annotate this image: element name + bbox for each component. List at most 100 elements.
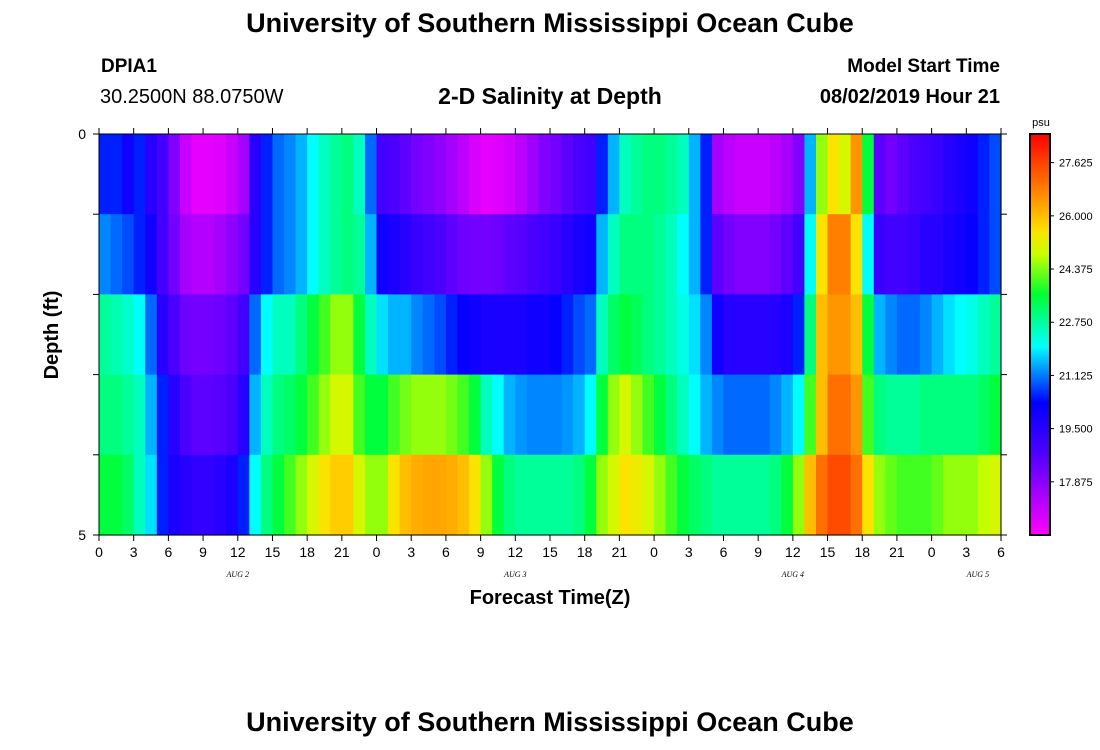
heatmap-cell bbox=[364, 134, 378, 215]
heatmap-cell bbox=[411, 454, 424, 536]
heatmap-cell bbox=[179, 374, 193, 456]
heatmap-cell bbox=[619, 214, 632, 295]
colorbar-label: 27.625 bbox=[1059, 158, 1093, 170]
heatmap-cell bbox=[873, 134, 886, 215]
heatmap-cell bbox=[318, 134, 331, 215]
heatmap-cell bbox=[457, 214, 470, 295]
colorbar-label: 24.375 bbox=[1059, 264, 1093, 276]
heatmap-cell bbox=[237, 374, 250, 456]
model-start-label: Model Start Time bbox=[847, 56, 1000, 77]
heatmap-cell bbox=[480, 374, 493, 456]
x-tick-label: 3 bbox=[407, 544, 415, 560]
heatmap-cell bbox=[330, 134, 343, 215]
heatmap-cell bbox=[781, 134, 794, 215]
heatmap-cell bbox=[896, 374, 910, 456]
heatmap-cell bbox=[469, 294, 482, 376]
heatmap-cell bbox=[295, 134, 308, 215]
heatmap-cell bbox=[746, 134, 759, 215]
heatmap-cell bbox=[735, 214, 748, 295]
heatmap-cell bbox=[908, 214, 921, 295]
heatmap-cell bbox=[469, 454, 482, 536]
heatmap-cell bbox=[388, 294, 401, 376]
heatmap-cell bbox=[214, 134, 227, 215]
heatmap-cell bbox=[110, 454, 123, 536]
heatmap-cell bbox=[654, 214, 667, 295]
heatmap-cell bbox=[307, 294, 320, 376]
heatmap-cell bbox=[920, 294, 933, 376]
heatmap-cell bbox=[260, 214, 274, 295]
heatmap-cell bbox=[353, 294, 366, 376]
heatmap-cell bbox=[839, 214, 852, 295]
heatmap-cell bbox=[168, 214, 181, 295]
heatmap-cell bbox=[492, 374, 505, 456]
heatmap-cell bbox=[711, 134, 725, 215]
heatmap-cell bbox=[596, 134, 609, 215]
heatmap-cell bbox=[954, 134, 967, 215]
x-tick-label: 12 bbox=[230, 544, 246, 560]
heatmap-cell bbox=[596, 454, 609, 536]
heatmap-cell bbox=[723, 374, 736, 456]
heatmap-cell bbox=[469, 134, 482, 215]
heatmap-cell bbox=[133, 214, 146, 295]
heatmap-cell bbox=[203, 134, 216, 215]
heatmap-cell bbox=[110, 374, 123, 456]
heatmap-cell bbox=[815, 214, 829, 295]
heatmap-cell bbox=[168, 134, 181, 215]
heatmap-cell bbox=[145, 294, 158, 376]
heatmap-cell bbox=[769, 214, 782, 295]
heatmap-cell bbox=[573, 134, 586, 215]
heatmap-cell bbox=[295, 214, 308, 295]
heatmap-cell bbox=[584, 454, 597, 536]
heatmap-cell bbox=[376, 374, 389, 456]
heatmap-cell bbox=[492, 294, 505, 376]
heatmap-cell bbox=[249, 374, 262, 456]
heatmap-cell bbox=[515, 454, 528, 536]
heatmap-cell bbox=[480, 214, 493, 295]
heatmap-cell bbox=[688, 374, 701, 456]
heatmap-cell bbox=[654, 454, 667, 536]
heatmap-cell bbox=[260, 374, 274, 456]
heatmap-cell bbox=[503, 294, 516, 376]
heatmap-cell bbox=[295, 294, 308, 376]
heatmap-cell bbox=[330, 214, 343, 295]
heatmap-cell bbox=[538, 134, 551, 215]
heatmap-cell bbox=[226, 294, 239, 376]
heatmap-cell bbox=[885, 294, 898, 376]
heatmap-cell bbox=[700, 454, 713, 536]
x-tick-label: 18 bbox=[299, 544, 315, 560]
heatmap-cell bbox=[873, 374, 886, 456]
colorbar: psu 27.625 26.000 24.375 22.750 21.125 19.500… bbox=[1029, 117, 1093, 536]
heatmap-cell bbox=[850, 214, 863, 295]
heatmap-cell bbox=[307, 214, 320, 295]
heatmap-cell bbox=[607, 134, 620, 215]
heatmap-cell bbox=[526, 134, 540, 215]
heatmap-cell bbox=[584, 374, 597, 456]
heatmap-cell bbox=[388, 454, 401, 536]
heatmap-cell bbox=[156, 134, 169, 215]
x-tick-label: 12 bbox=[785, 544, 801, 560]
heatmap-cell bbox=[954, 454, 967, 536]
heatmap-cell bbox=[850, 134, 863, 215]
heatmap-cell bbox=[815, 134, 829, 215]
x-axis: 0 3 6 9 12 15 18 21 0 3 6 9 12 15 18 21 0 3 6 9 12 15 18 21 0 3 6 A… bbox=[95, 128, 1005, 579]
heatmap-cell bbox=[850, 374, 863, 456]
heatmap-cell bbox=[341, 134, 355, 215]
heatmap-cell bbox=[850, 294, 863, 376]
heatmap-cell bbox=[792, 374, 806, 456]
heatmap-cell bbox=[214, 294, 227, 376]
heatmap-cell bbox=[885, 214, 898, 295]
heatmap-cell bbox=[191, 454, 204, 536]
heatmap-cell bbox=[781, 214, 794, 295]
heatmap-cell bbox=[815, 294, 829, 376]
heatmap-cell bbox=[735, 374, 748, 456]
x-tick-label: 21 bbox=[889, 544, 905, 560]
heatmap-cell bbox=[434, 214, 447, 295]
heatmap-cell bbox=[226, 454, 239, 536]
heatmap-cell bbox=[168, 294, 181, 376]
heatmap-cell bbox=[677, 454, 690, 536]
heatmap-cell bbox=[769, 134, 782, 215]
heatmap-cell bbox=[977, 134, 991, 215]
heatmap-cell bbox=[353, 454, 366, 536]
heatmap-cell bbox=[746, 374, 759, 456]
heatmap-cell bbox=[723, 214, 736, 295]
